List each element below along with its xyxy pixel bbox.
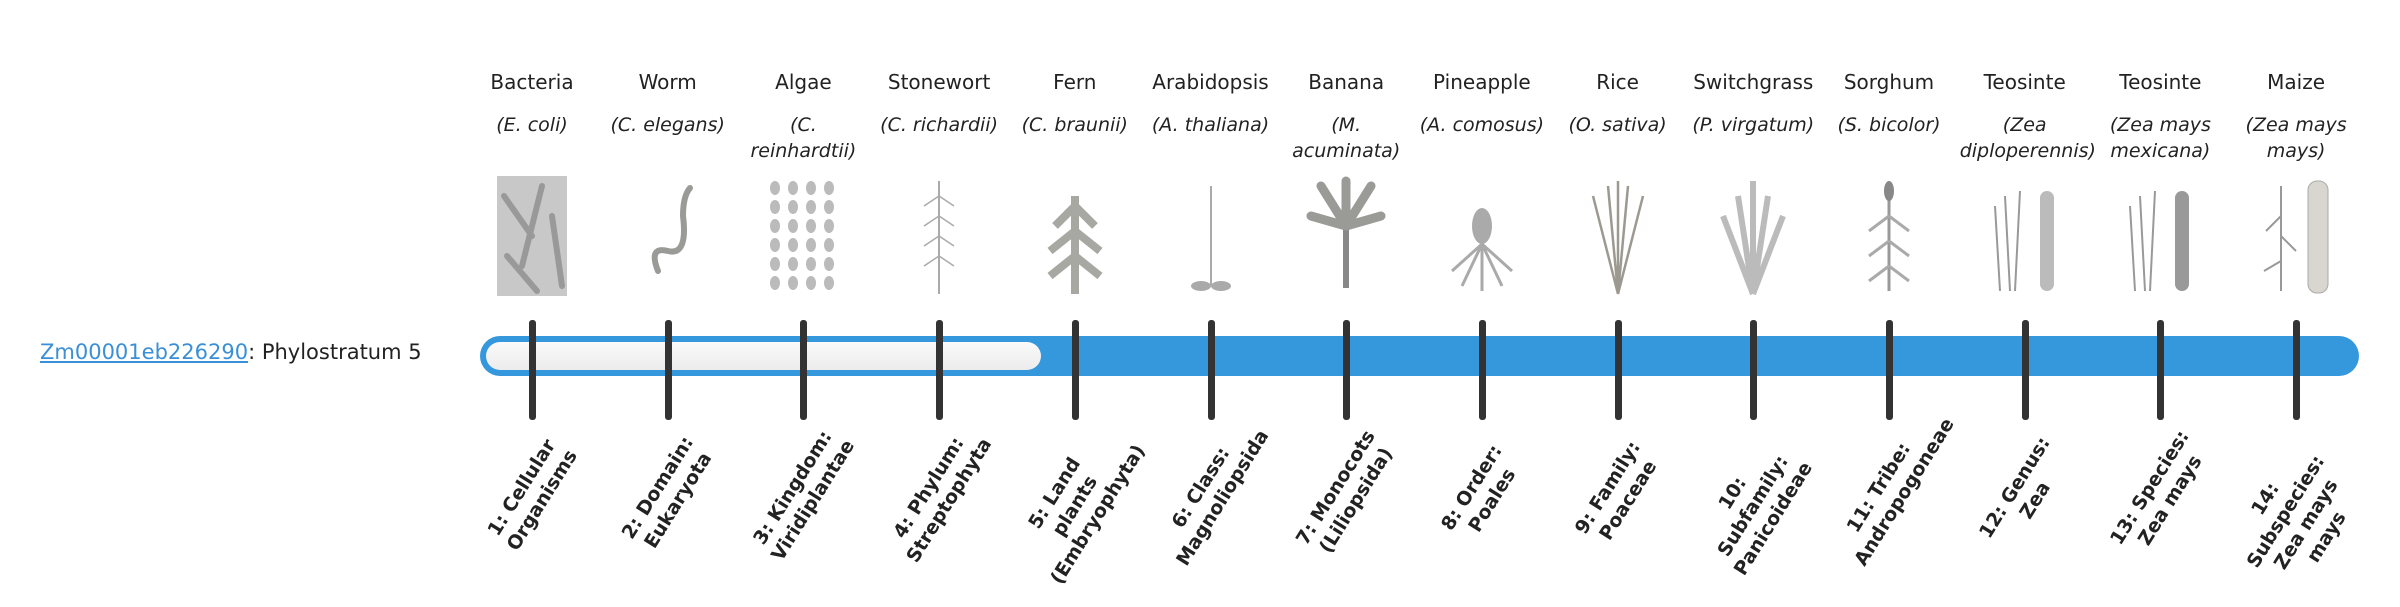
stratum-label: 10: Subfamily: Panicoideae — [1713, 451, 1818, 580]
organism-scientific-name: (Zea diploperennis) — [1959, 114, 2096, 162]
stratum-label: 5: Land plants (Embryophyta) — [1024, 440, 1150, 589]
organism-scientific-name: (E. coli) — [496, 114, 568, 136]
organism-common-name: Bacteria — [490, 70, 574, 94]
stratum-label: 13: Species: Zea mays — [2106, 426, 2207, 550]
gene-phylostratum-label: Zm00001eb226290: Phylostratum 5 — [40, 340, 422, 364]
maize-icon — [2231, 176, 2361, 296]
banana-icon — [1281, 176, 1411, 296]
stratum-label: 4: Phylum: Streptophyta — [889, 433, 997, 567]
organism-common-name: Switchgrass — [1693, 70, 1814, 94]
organism-common-name: Sorghum — [1843, 70, 1935, 94]
organism-common-name: Pineapple — [1433, 70, 1531, 94]
stratum-tick — [664, 320, 672, 420]
stratum-tick — [1071, 320, 1079, 420]
pineapple-icon — [1417, 176, 1547, 296]
sorghum-icon — [1824, 176, 1954, 296]
teosinte-icon — [1960, 176, 2090, 296]
organism-common-name: Arabidopsis — [1152, 70, 1269, 94]
stratum-label: 11: Tribe: Andropogoneae — [1842, 414, 1959, 570]
worm-icon — [603, 176, 733, 296]
stratum-label: 3: Kingdom: Viridiplantae — [749, 426, 860, 565]
stratum-tick — [2021, 320, 2029, 420]
organism-common-name: Maize — [2267, 70, 2326, 94]
algae-icon — [738, 176, 868, 296]
organism-common-name: Rice — [1596, 70, 1639, 94]
stratum-tick — [1886, 320, 1893, 420]
organism-common-name: Stonewort — [887, 70, 991, 94]
organism-scientific-name: (A. comosus) — [1419, 114, 1545, 136]
stratum-label: 1: Cellular Organisms — [483, 435, 582, 555]
organism-scientific-name: (P. virgatum) — [1692, 114, 1815, 136]
organism-common-name: Banana — [1308, 70, 1385, 94]
teosinte-mexicana-icon — [2095, 176, 2225, 296]
fern-icon — [1010, 176, 1140, 296]
organism-scientific-name: (O. sativa) — [1568, 114, 1667, 136]
organism-scientific-name: (C. elegans) — [610, 114, 725, 136]
stratum-label: 6: Class: Magnoliopsida — [1166, 425, 1273, 570]
stratum-label: 14: Subspecies: Zea mays mays — [2242, 451, 2351, 574]
phylostratum-bar — [480, 336, 2359, 376]
organism-scientific-name: (C. richardii) — [880, 114, 998, 136]
stratum-tick — [2293, 320, 2301, 420]
stonewort-icon — [874, 176, 1004, 296]
stratum-label: 2: Domain: Eukaryota — [617, 432, 716, 553]
organism-common-name: Fern — [1053, 70, 1097, 94]
stratum-tick — [1343, 320, 1351, 420]
stratum-label: 12: Genus: Zea — [1974, 433, 2055, 543]
stratum-label: 9: Family: Poaceae — [1570, 437, 1661, 545]
organism-scientific-name: (C. braunii) — [1021, 114, 1128, 136]
rice-icon — [1553, 176, 1683, 296]
stratum-label: 8: Order: Poales — [1436, 440, 1521, 537]
stratum-tick — [529, 320, 536, 420]
bar-unfilled-segment — [486, 342, 1041, 370]
gene-id-link[interactable]: Zm00001eb226290 — [40, 340, 249, 364]
stratum-tick — [936, 320, 944, 420]
organism-scientific-name: (A. thaliana) — [1151, 114, 1270, 136]
organism-common-name: Worm — [638, 70, 697, 94]
organism-common-name: Algae — [775, 70, 832, 94]
phylostratum-text: : Phylostratum 5 — [248, 340, 422, 364]
organism-scientific-name: (C. reinhardtii) — [750, 114, 857, 162]
stratum-tick — [2157, 320, 2165, 420]
arabidopsis-icon — [1146, 176, 1276, 296]
stratum-tick — [1750, 320, 1758, 420]
organism-common-name: Teosinte — [2119, 70, 2202, 94]
stratum-tick — [1614, 320, 1622, 420]
organism-scientific-name: (Zea mays mays) — [2245, 114, 2347, 162]
organism-scientific-name: (S. bicolor) — [1837, 114, 1941, 136]
organism-scientific-name: (M. acuminata) — [1292, 114, 1401, 162]
organism-common-name: Teosinte — [1983, 70, 2066, 94]
stratum-tick — [1478, 320, 1486, 420]
stratum-tick — [1207, 320, 1215, 420]
stratum-tick — [800, 320, 808, 420]
switchgrass-icon — [1688, 176, 1818, 296]
bacteria-icon — [467, 176, 597, 296]
stratum-label: 7: Monocots (Liliopsida) — [1292, 426, 1398, 558]
organism-scientific-name: (Zea mays mexicana) — [2109, 114, 2211, 162]
